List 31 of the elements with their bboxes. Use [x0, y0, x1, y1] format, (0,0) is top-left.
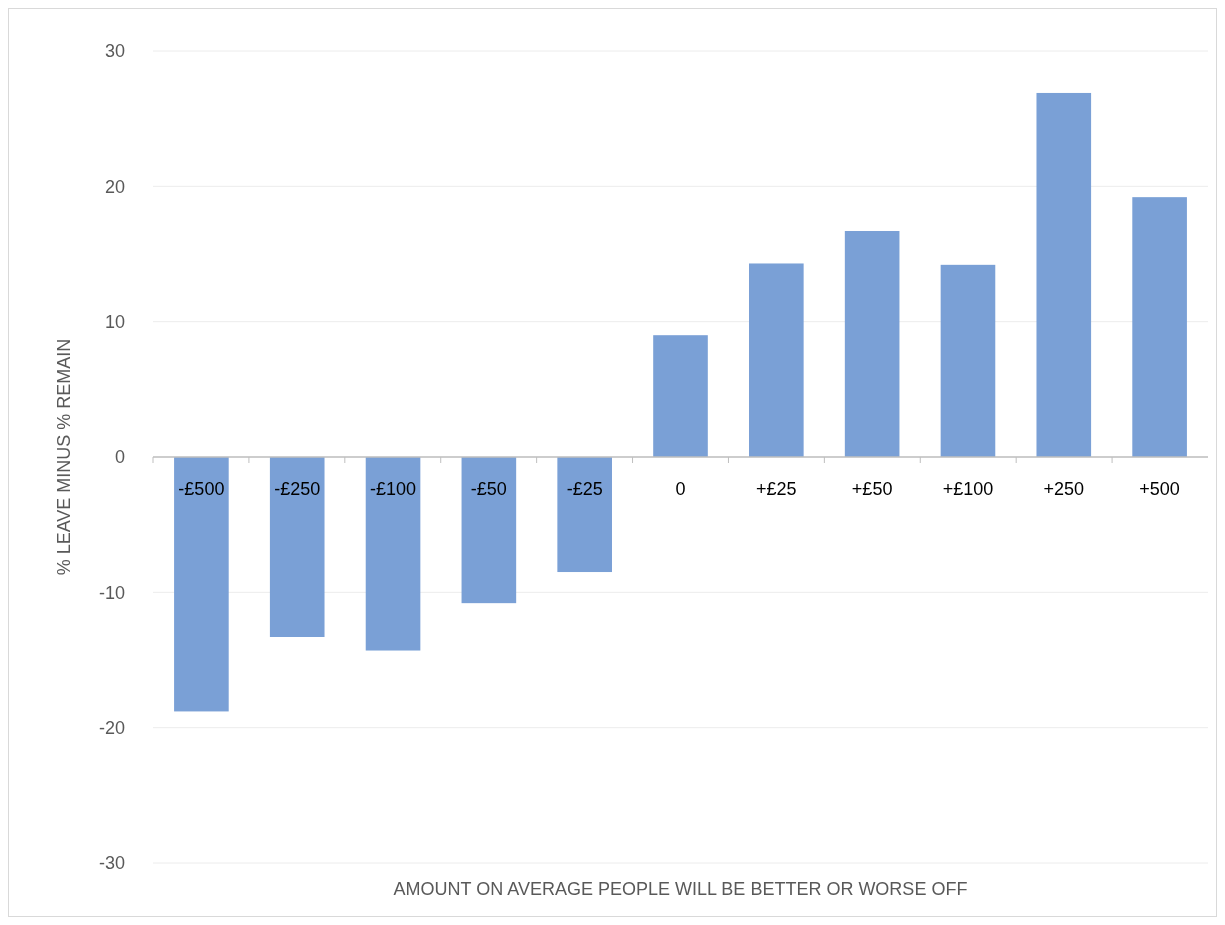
x-tick-label: +500: [1139, 479, 1180, 499]
bar: [749, 263, 804, 457]
x-tick-label: -£25: [566, 479, 603, 499]
bar: [174, 457, 229, 712]
y-tick-label: 10: [104, 311, 125, 332]
x-tick-label: +250: [1043, 479, 1085, 499]
bar: [365, 457, 421, 651]
bar: [1132, 197, 1187, 457]
bar: [940, 264, 996, 457]
bar: [269, 457, 325, 637]
bar: [844, 230, 900, 457]
x-tick-label: +£100: [942, 479, 994, 499]
y-tick-label: 0: [114, 447, 125, 468]
x-tick-label: +£50: [851, 479, 893, 499]
x-tick-label: -£100: [370, 479, 417, 499]
y-tick-label: 30: [104, 41, 125, 62]
y-tick-label: 20: [104, 176, 125, 197]
x-tick-label: -£250: [274, 479, 321, 499]
y-tick-label: -30: [98, 853, 125, 874]
x-tick-label: -£500: [178, 479, 225, 499]
x-tick-label: -£50: [470, 479, 507, 499]
y-tick-label: -20: [98, 717, 125, 738]
x-axis-title: AMOUNT ON AVERAGE PEOPLE WILL BE BETTER OR WORSE OFF: [393, 879, 968, 899]
y-tick-label: -10: [98, 582, 125, 603]
x-tick-label: 0: [675, 479, 686, 499]
bar: [1036, 92, 1092, 457]
bar: [557, 457, 612, 573]
y-axis-title: % LEAVE MINUS % REMAIN: [54, 338, 74, 576]
bar: [461, 457, 517, 604]
bar: [653, 335, 708, 457]
x-tick-label: +£25: [756, 479, 797, 499]
